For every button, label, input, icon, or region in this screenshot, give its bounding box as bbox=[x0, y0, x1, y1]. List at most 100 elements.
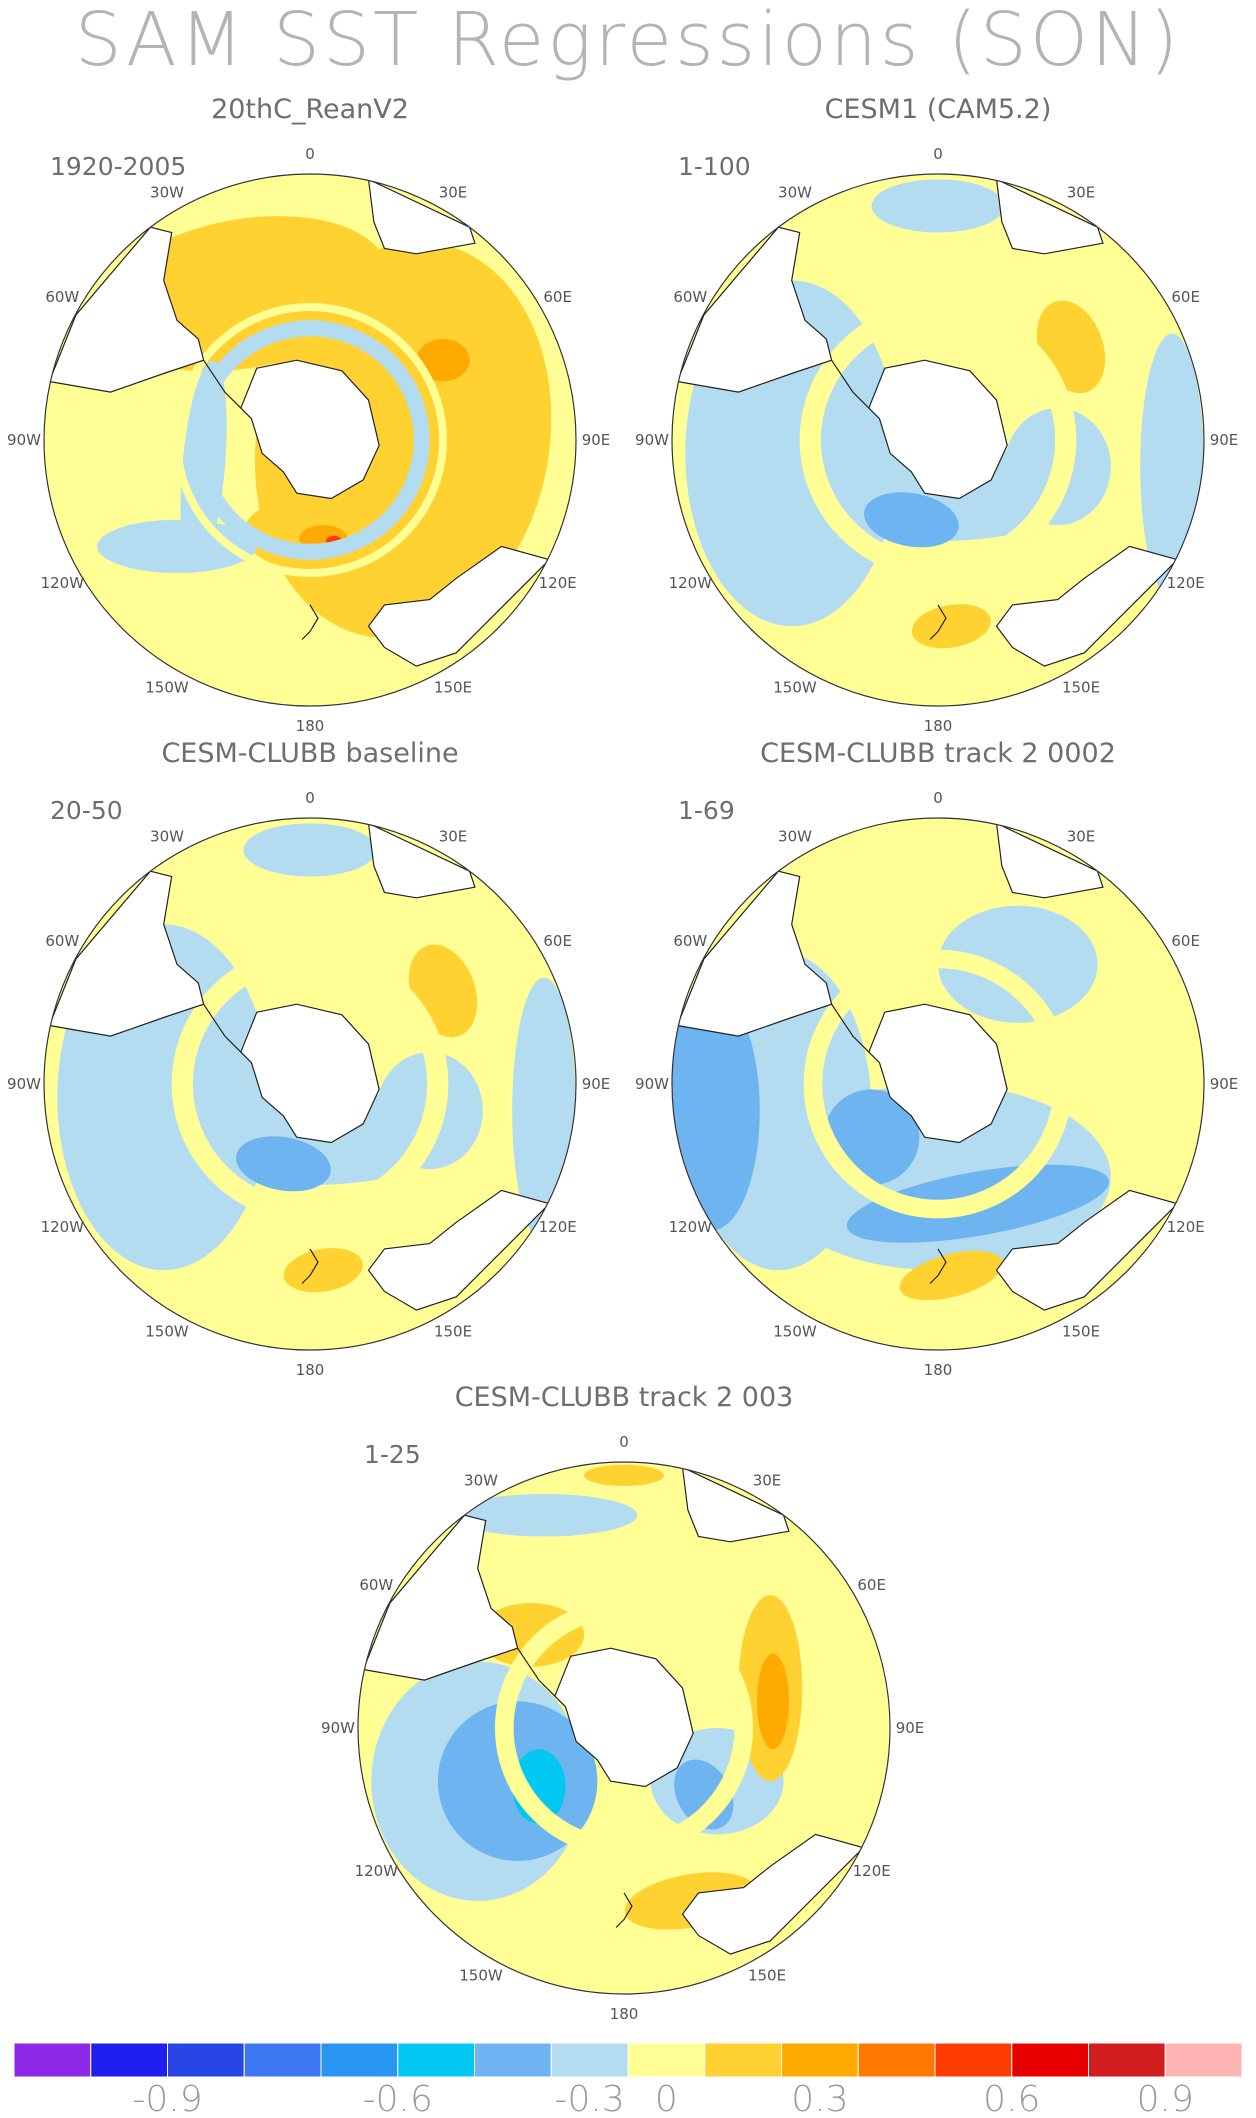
longitude-label: 150W bbox=[145, 1323, 189, 1341]
longitude-label: 60W bbox=[359, 1576, 393, 1594]
colorbar-swatch bbox=[627, 2042, 706, 2078]
longitude-label: 150E bbox=[434, 679, 472, 697]
longitude-label: 90W bbox=[635, 431, 669, 449]
longitude-label: 60E bbox=[1171, 932, 1200, 950]
longitude-label: 90E bbox=[582, 1075, 611, 1093]
colorbar-label: 0 bbox=[655, 2079, 678, 2118]
colorbar-swatch bbox=[1164, 2042, 1243, 2078]
panel-period: 1-100 bbox=[678, 152, 751, 181]
longitude-label: 150W bbox=[773, 1323, 817, 1341]
longitude-label: 120W bbox=[355, 1862, 399, 1880]
panel-period: 1-25 bbox=[364, 1440, 421, 1469]
sst-field bbox=[672, 818, 1204, 1350]
longitude-label: 0 bbox=[933, 145, 943, 163]
colorbar-swatch bbox=[1088, 2042, 1166, 2078]
longitude-label: 90W bbox=[7, 1075, 41, 1093]
longitude-label: 150E bbox=[748, 1967, 786, 1985]
longitude-label: 30W bbox=[150, 827, 184, 845]
longitude-label: 30E bbox=[439, 183, 468, 201]
longitude-label: 30E bbox=[439, 827, 468, 845]
map-panel: CESM-CLUBB track 2 003 1-25 0 30E 60E 90E 120E… bbox=[321, 1382, 924, 2023]
longitude-label: 30E bbox=[1067, 183, 1096, 201]
map-border bbox=[357, 1461, 891, 1995]
longitude-label: 120W bbox=[41, 1218, 85, 1236]
longitude-label: 0 bbox=[619, 1433, 629, 1451]
colorbar-label: -0.3 bbox=[555, 2079, 625, 2118]
longitude-label: 60W bbox=[45, 932, 79, 950]
longitude-label: 120W bbox=[41, 574, 85, 592]
panel-period: 1-69 bbox=[678, 796, 735, 825]
map-panels: 20thC_ReanV2 1920-2005 0 30E 60E 90E 120E 150E 1… bbox=[7, 94, 1238, 2023]
colorbar-swatch bbox=[474, 2042, 552, 2078]
map-panel: CESM-CLUBB track 2 0002 1-69 0 30E 60E 90E 120… bbox=[635, 738, 1238, 1379]
panel-title: CESM-CLUBB baseline bbox=[161, 738, 458, 769]
map-panel: 20thC_ReanV2 1920-2005 0 30E 60E 90E 120E 150E 1… bbox=[7, 94, 610, 735]
longitude-label: 150E bbox=[1062, 679, 1100, 697]
map-panel: CESM1 (CAM5.2) 1-100 0 30E 60E 90E 120E 150E 180… bbox=[635, 94, 1238, 735]
colorbar-swatch bbox=[1011, 2042, 1089, 2078]
longitude-label: 150W bbox=[145, 679, 189, 697]
longitude-label: 150E bbox=[434, 1323, 472, 1341]
colorbar-swatch bbox=[781, 2042, 859, 2078]
longitude-label: 0 bbox=[933, 789, 943, 807]
longitude-label: 180 bbox=[296, 1361, 325, 1379]
sst-field bbox=[44, 818, 576, 1350]
colorbar-swatch bbox=[90, 2042, 168, 2078]
colorbar-swatch bbox=[167, 2042, 245, 2078]
map-border bbox=[43, 173, 577, 707]
map-border bbox=[671, 817, 1205, 1351]
longitude-label: 150W bbox=[773, 679, 817, 697]
longitude-label: 0 bbox=[305, 145, 315, 163]
colorbar-label: 0.9 bbox=[1137, 2079, 1194, 2118]
longitude-label: 120E bbox=[539, 1218, 577, 1236]
longitude-label: 60W bbox=[673, 288, 707, 306]
panel-period: 20-50 bbox=[50, 796, 123, 825]
panel-title: CESM1 (CAM5.2) bbox=[825, 94, 1052, 125]
main-title: SAM SST Regressions (SON) bbox=[74, 0, 1182, 83]
longitude-label: 30E bbox=[753, 1471, 782, 1489]
longitude-label: 0 bbox=[305, 789, 315, 807]
longitude-label: 90E bbox=[896, 1719, 925, 1737]
longitude-label: 60E bbox=[1171, 288, 1200, 306]
colorbar-label: -0.6 bbox=[363, 2079, 433, 2118]
longitude-label: 120E bbox=[853, 1862, 891, 1880]
colorbar-swatch bbox=[857, 2042, 936, 2078]
longitude-label: 90E bbox=[1210, 1075, 1239, 1093]
longitude-label: 30W bbox=[778, 827, 812, 845]
longitude-label: 60E bbox=[543, 932, 572, 950]
longitude-label: 150W bbox=[459, 1967, 503, 1985]
map-border bbox=[671, 173, 1205, 707]
colorbar-label: -0.9 bbox=[132, 2079, 202, 2118]
longitude-label: 180 bbox=[924, 1361, 953, 1379]
longitude-label: 30E bbox=[1067, 827, 1096, 845]
longitude-label: 30W bbox=[150, 183, 184, 201]
map-border bbox=[43, 817, 577, 1351]
longitude-label: 180 bbox=[924, 717, 953, 735]
longitude-label: 120E bbox=[1167, 1218, 1205, 1236]
colorbar-swatch bbox=[320, 2042, 399, 2078]
sst-field bbox=[358, 1462, 890, 1994]
longitude-label: 60W bbox=[673, 932, 707, 950]
colorbar-swatch bbox=[704, 2042, 782, 2078]
longitude-label: 180 bbox=[610, 2005, 639, 2023]
colorbar-swatch bbox=[934, 2042, 1013, 2078]
colorbar-swatch bbox=[243, 2042, 322, 2078]
longitude-label: 90W bbox=[321, 1719, 355, 1737]
longitude-label: 120W bbox=[669, 574, 713, 592]
panel-title: 20thC_ReanV2 bbox=[211, 94, 409, 125]
sst-field bbox=[672, 174, 1204, 706]
map-panel: CESM-CLUBB baseline 20-50 0 30E 60E 90E 120E 15… bbox=[7, 738, 610, 1379]
sst-field bbox=[44, 174, 576, 706]
longitude-label: 60E bbox=[857, 1576, 886, 1594]
longitude-label: 90W bbox=[635, 1075, 669, 1093]
longitude-label: 90E bbox=[582, 431, 611, 449]
longitude-label: 90E bbox=[1210, 431, 1239, 449]
panel-title: CESM-CLUBB track 2 003 bbox=[455, 1382, 794, 1413]
longitude-label: 90W bbox=[7, 431, 41, 449]
longitude-label: 180 bbox=[296, 717, 325, 735]
colorbar-label: 0.6 bbox=[983, 2079, 1040, 2118]
longitude-label: 150E bbox=[1062, 1323, 1100, 1341]
longitude-label: 120E bbox=[539, 574, 577, 592]
longitude-label: 60E bbox=[543, 288, 572, 306]
